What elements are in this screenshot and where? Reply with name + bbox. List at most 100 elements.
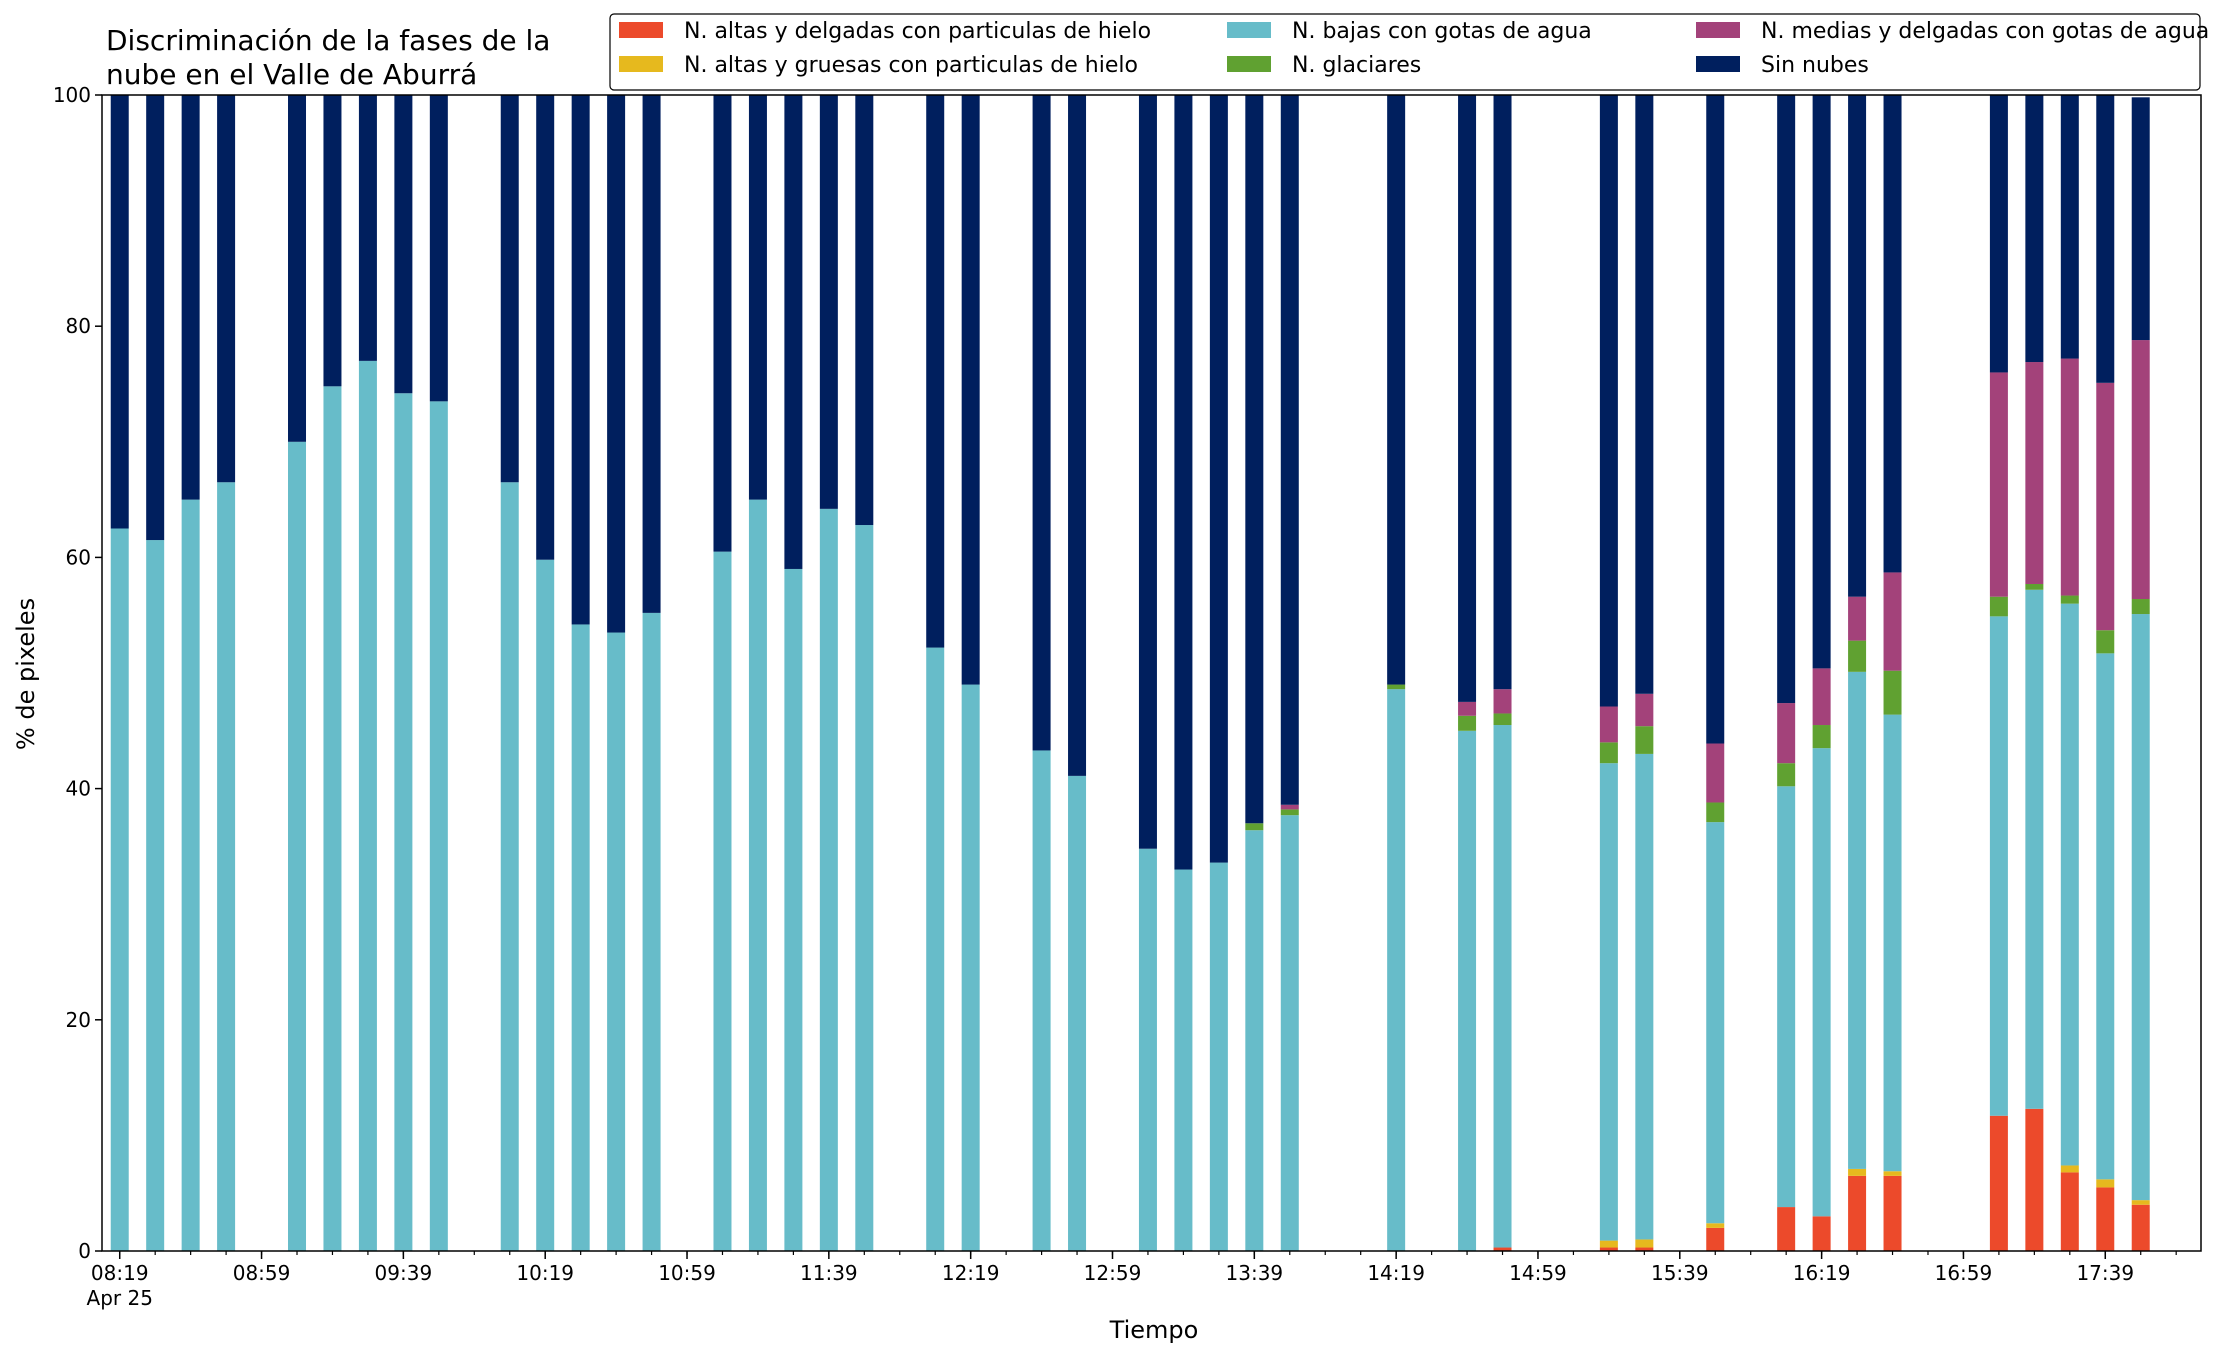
bar-segment-0849-s2 xyxy=(217,482,236,1251)
bar-segment-1739-s1 xyxy=(2096,1179,2115,1188)
bar-segment-1719-s2 xyxy=(2025,589,2044,1109)
x-tick-label: 15:39 xyxy=(1651,1261,1709,1285)
bar-segment-1139-s5 xyxy=(819,95,838,509)
bar-segment-1709-s3 xyxy=(1989,596,2008,617)
bar-segment-1529-s5 xyxy=(1635,95,1654,694)
bar-segment-1729-s3 xyxy=(2060,595,2079,604)
bar-segment-1729-s0 xyxy=(2060,1172,2079,1251)
bars-layer xyxy=(110,95,2150,1252)
bar-segment-0829-s2 xyxy=(146,540,165,1251)
bar-segment-1639-s3 xyxy=(1883,670,1902,715)
bar-segment-1519-s2 xyxy=(1599,763,1618,1241)
bar-segment-0819-s5 xyxy=(110,95,129,529)
bar-segment-1239-s5 xyxy=(1032,95,1051,751)
x-tick-sublabel: Apr 25 xyxy=(87,1286,153,1310)
x-tick-label: 13:39 xyxy=(1226,1261,1284,1285)
bar-segment-1739-s2 xyxy=(2096,653,2115,1180)
plot-frame xyxy=(101,94,2202,1252)
bar-segment-1039-s2 xyxy=(607,632,626,1251)
x-tick-label: 14:59 xyxy=(1509,1261,1567,1285)
bar-segment-1709-s0 xyxy=(1989,1115,2008,1251)
bar-segment-1739-s0 xyxy=(2096,1187,2115,1251)
legend-box xyxy=(609,13,2201,91)
bar-segment-1749-s5 xyxy=(2131,97,2150,341)
bar-segment-1019-s5 xyxy=(536,95,555,560)
bar-segment-1719-s5 xyxy=(2025,95,2044,363)
legend-swatch xyxy=(1696,56,1740,72)
bar-segment-1639-s0 xyxy=(1883,1175,1902,1251)
bar-segment-1639-s4 xyxy=(1883,572,1902,671)
bar-segment-1519-s4 xyxy=(1599,706,1618,743)
bar-segment-1549-s3 xyxy=(1706,802,1725,823)
bar-segment-1719-s4 xyxy=(2025,362,2044,584)
bar-segment-0919-s2 xyxy=(323,386,342,1251)
bar-segment-1149-s5 xyxy=(855,95,874,526)
y-tick-label: 60 xyxy=(66,545,91,569)
bar-segment-1639-s2 xyxy=(1883,714,1902,1172)
bar-segment-1339-s2 xyxy=(1245,830,1264,1251)
bar-segment-0939-s5 xyxy=(394,95,413,394)
legend-entry-label: N. altas y delgadas con particulas de hi… xyxy=(684,19,1151,44)
legend: N. altas y delgadas con particulas de hi… xyxy=(609,13,2209,91)
legend-swatch xyxy=(619,56,663,72)
x-tick-label: 16:59 xyxy=(1935,1261,1993,1285)
legend-entry-label: N. bajas con gotas de agua xyxy=(1292,19,1592,44)
legend-entry-label: N. medias y delgadas con gotas de agua xyxy=(1761,19,2209,44)
bar-segment-1619-s0 xyxy=(1812,1216,1831,1251)
bar-segment-0939-s2 xyxy=(394,393,413,1251)
x-tick-label: 16:19 xyxy=(1793,1261,1851,1285)
y-tick-label: 80 xyxy=(66,314,91,338)
bar-segment-1639-s1 xyxy=(1883,1171,1902,1176)
bar-segment-1549-s4 xyxy=(1706,743,1725,803)
bar-segment-0839-s5 xyxy=(181,95,200,500)
bar-segment-1719-s3 xyxy=(2025,583,2044,590)
legend-entry-label: Sin nubes xyxy=(1761,53,1869,78)
bar-segment-1439-s2 xyxy=(1458,730,1477,1251)
bar-segment-1309-s2 xyxy=(1138,848,1157,1251)
bar-segment-1639-s5 xyxy=(1883,95,1902,573)
bar-segment-1249-s2 xyxy=(1068,775,1087,1251)
bar-segment-1519-s0 xyxy=(1599,1247,1618,1251)
bar-segment-1329-s2 xyxy=(1209,862,1228,1251)
bar-segment-1049-s2 xyxy=(642,612,661,1251)
x-tick-label: 11:39 xyxy=(800,1261,858,1285)
bar-segment-1349-s4 xyxy=(1280,804,1299,810)
bar-segment-1049-s5 xyxy=(642,95,661,613)
bar-segment-1349-s3 xyxy=(1280,809,1299,816)
bar-segment-1629-s3 xyxy=(1848,640,1867,672)
legend-swatch xyxy=(1227,22,1271,38)
y-tick-label: 40 xyxy=(66,777,91,801)
bar-segment-1209-s5 xyxy=(926,95,945,648)
bar-segment-1549-s2 xyxy=(1706,822,1725,1224)
bar-segment-1619-s5 xyxy=(1812,95,1831,669)
bar-segment-1619-s2 xyxy=(1812,748,1831,1217)
bar-segment-1629-s4 xyxy=(1848,596,1867,641)
bar-segment-0919-s5 xyxy=(323,95,342,387)
bar-segment-0839-s2 xyxy=(181,499,200,1252)
bar-segment-1609-s3 xyxy=(1777,763,1796,787)
bar-segment-1749-s4 xyxy=(2131,340,2150,600)
bar-segment-1449-s2 xyxy=(1493,725,1512,1248)
x-tick-label: 17:39 xyxy=(2076,1261,2134,1285)
bar-segment-1709-s5 xyxy=(1989,95,2008,373)
bar-segment-1129-s5 xyxy=(784,95,803,569)
bar-segment-1039-s5 xyxy=(607,95,626,633)
x-tick-label: 08:59 xyxy=(233,1261,291,1285)
bar-segment-1029-s5 xyxy=(571,95,590,625)
x-tick-label: 10:59 xyxy=(658,1261,716,1285)
bar-segment-1219-s2 xyxy=(961,684,980,1251)
bar-segment-1319-s2 xyxy=(1174,869,1193,1251)
bar-segment-1629-s1 xyxy=(1848,1168,1867,1176)
bar-segment-1149-s2 xyxy=(855,525,874,1251)
bar-segment-1549-s0 xyxy=(1706,1227,1725,1251)
bar-segment-1349-s5 xyxy=(1280,95,1299,805)
bar-segment-1529-s4 xyxy=(1635,693,1654,727)
bar-segment-1439-s3 xyxy=(1458,715,1477,731)
bar-segment-1249-s5 xyxy=(1068,95,1087,776)
bar-segment-1729-s4 xyxy=(2060,358,2079,596)
bar-segment-0929-s2 xyxy=(358,360,377,1251)
legend-entry-label: N. altas y gruesas con particulas de hie… xyxy=(684,53,1138,78)
bar-segment-1009-s2 xyxy=(500,482,519,1251)
y-axis-label: % de pixeles xyxy=(12,598,40,750)
bar-segment-1339-s5 xyxy=(1245,95,1264,824)
